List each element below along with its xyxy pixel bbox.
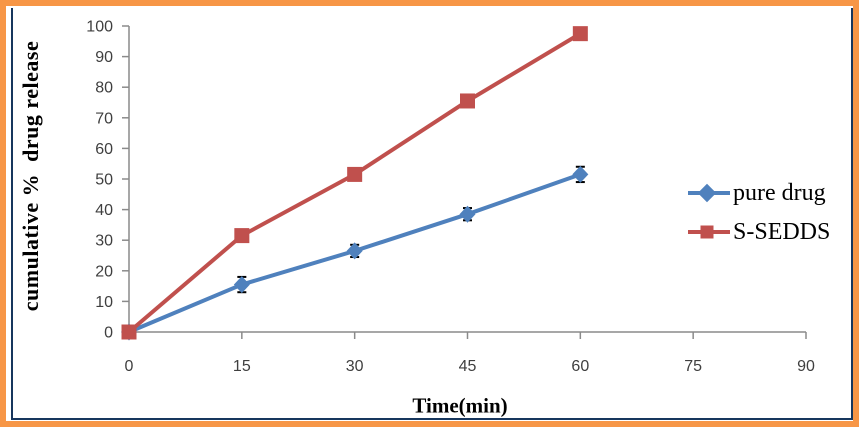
svg-text:0: 0 xyxy=(104,325,113,342)
accent-line-right xyxy=(851,8,853,419)
svg-text:0: 0 xyxy=(125,358,134,375)
legend-item: pure drug xyxy=(688,178,830,208)
legend-marker-pure-drug xyxy=(688,178,730,208)
legend-label: pure drug xyxy=(733,179,826,206)
svg-text:15: 15 xyxy=(233,358,251,375)
svg-text:45: 45 xyxy=(459,358,477,375)
square-marker-icon xyxy=(700,225,714,239)
svg-text:70: 70 xyxy=(95,110,113,127)
diamond-marker-icon xyxy=(697,183,717,203)
legend-label: S-SEDDS xyxy=(733,218,831,245)
svg-text:10: 10 xyxy=(95,294,113,311)
svg-text:20: 20 xyxy=(95,263,113,280)
legend: pure drug S-SEDDS xyxy=(688,178,830,256)
svg-text:40: 40 xyxy=(95,202,113,219)
legend-marker-s-sedds xyxy=(688,217,730,247)
svg-text:90: 90 xyxy=(95,49,113,66)
svg-text:30: 30 xyxy=(346,358,364,375)
accent-line-bottom xyxy=(11,418,853,420)
svg-text:75: 75 xyxy=(684,358,702,375)
accent-line-left xyxy=(11,8,13,419)
x-axis-title: Time(min) xyxy=(412,393,508,418)
svg-text:60: 60 xyxy=(95,141,113,158)
svg-text:60: 60 xyxy=(571,358,589,375)
svg-text:30: 30 xyxy=(95,233,113,250)
y-axis-title: cumulative % drug release xyxy=(18,40,43,312)
svg-text:50: 50 xyxy=(95,172,113,189)
svg-text:80: 80 xyxy=(95,80,113,97)
line-chart: 0 10 20 30 40 50 60 70 80 90 100 0 15 30 45 60 75 90 xyxy=(86,19,815,376)
legend-item: S-SEDDS xyxy=(688,217,830,247)
svg-text:90: 90 xyxy=(797,358,815,375)
svg-text:100: 100 xyxy=(86,19,113,36)
